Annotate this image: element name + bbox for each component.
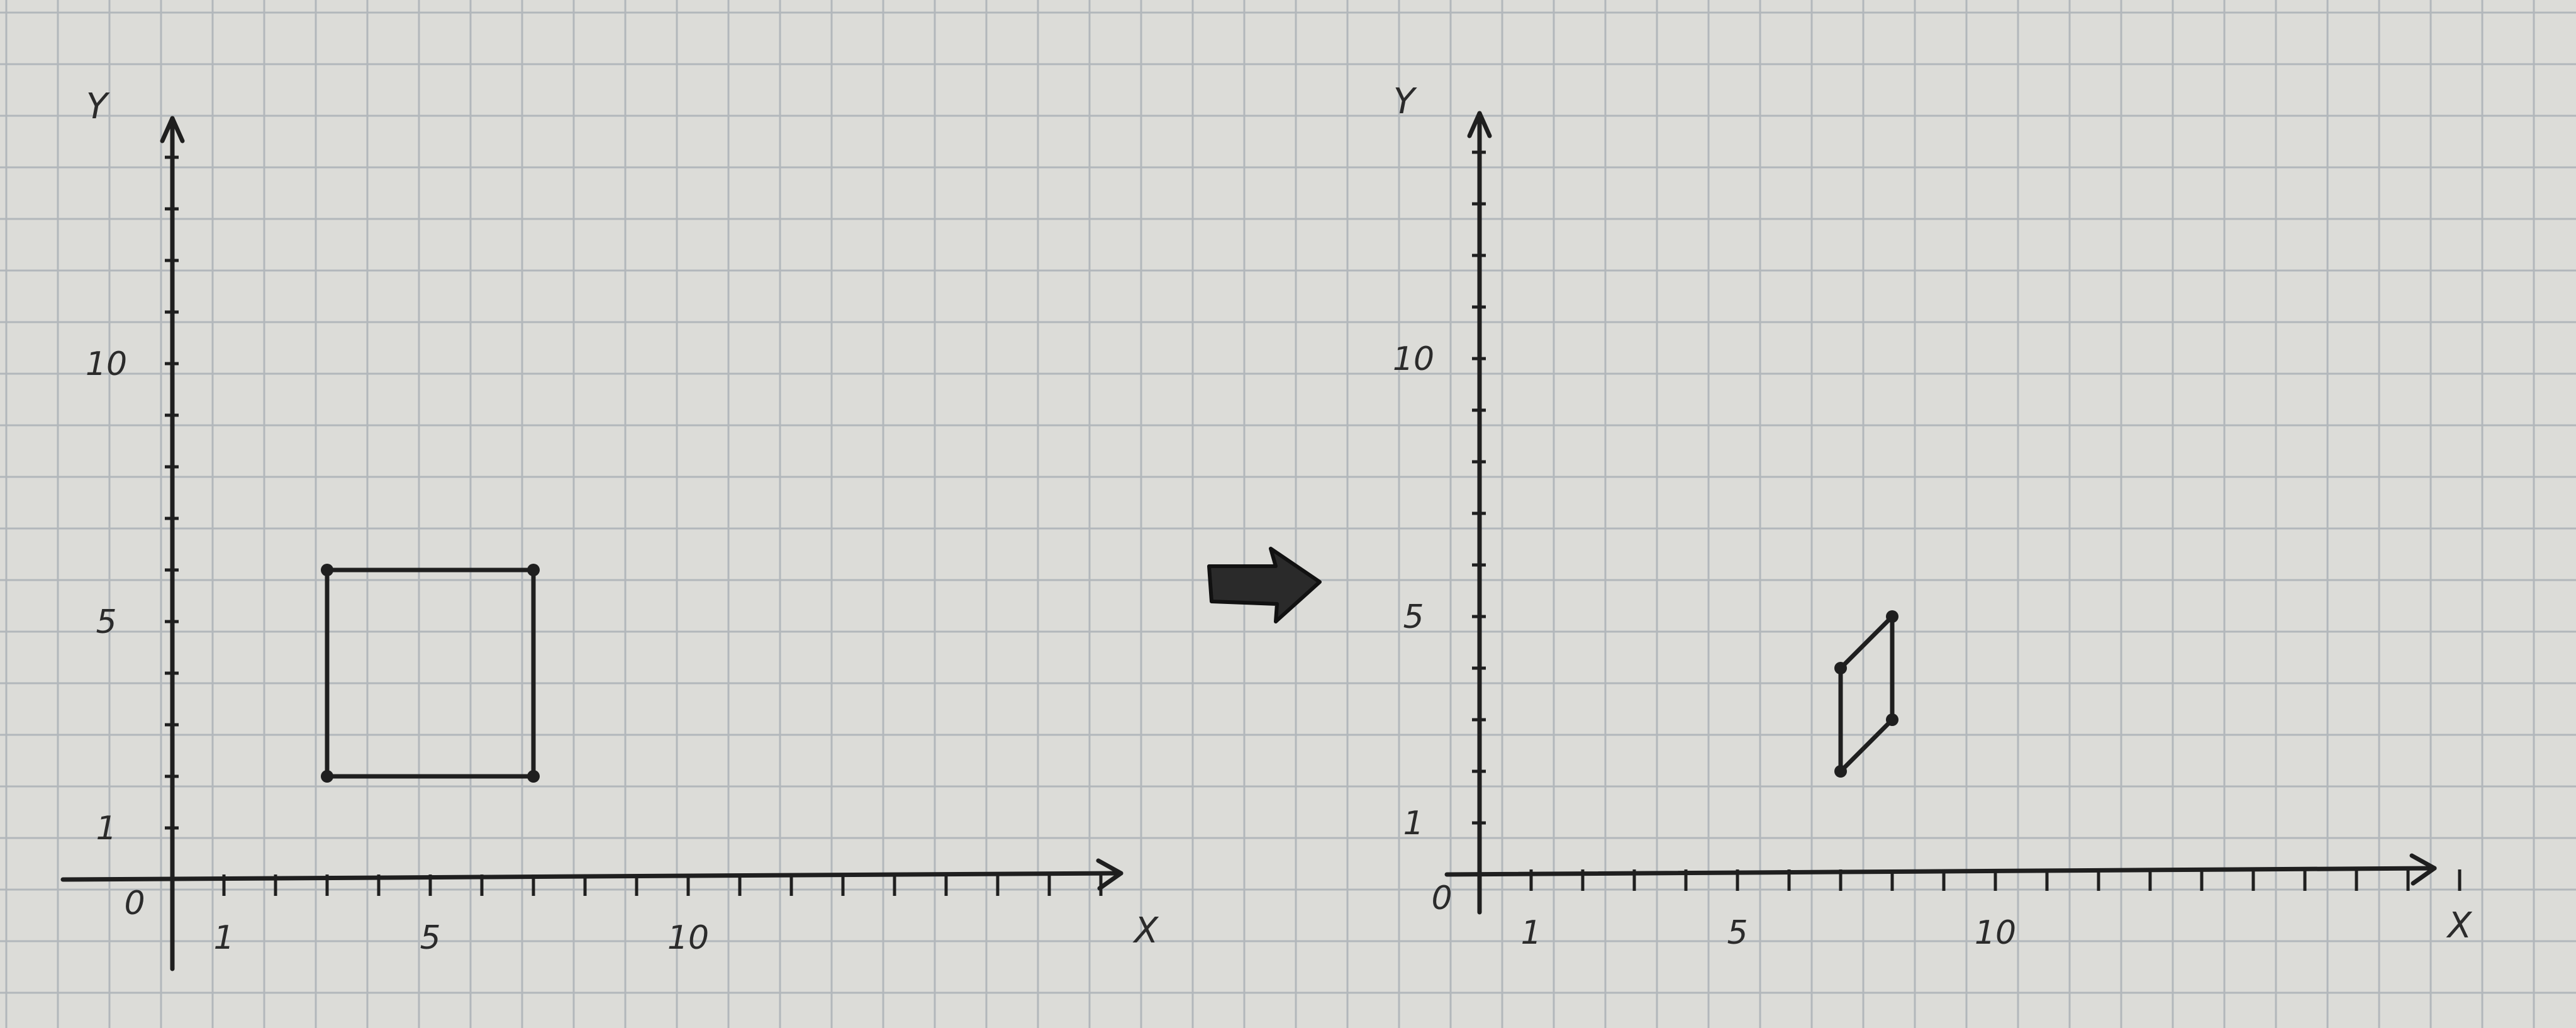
origin-label: 0 (124, 885, 145, 922)
y-tick-label: 5 (96, 603, 116, 641)
vertex-point (1886, 713, 1899, 726)
x-axis-label: X (1132, 910, 1159, 951)
x-axis-arrowhead (2409, 853, 2437, 886)
vertex-point (1834, 662, 1847, 674)
y-tick-label: 5 (1403, 598, 1424, 636)
vertex-point (1886, 610, 1899, 623)
x-tick-label: 1 (1520, 914, 1541, 952)
origin-label: 0 (1431, 880, 1452, 917)
y-tick-label: 10 (86, 345, 127, 383)
vertex-point (321, 770, 333, 783)
y-axis-arrowhead (1467, 111, 1492, 138)
x-axis-arrowhead (1096, 858, 1124, 891)
x-tick-label: 10 (667, 919, 709, 957)
y-tick-label: 1 (96, 810, 116, 847)
vertex-point (527, 770, 540, 783)
x-tick-label: 5 (420, 919, 440, 957)
y-tick-label: 10 (1393, 340, 1434, 378)
y-tick-label: 1 (1403, 805, 1424, 842)
x-axis-label: X (2446, 905, 2473, 946)
x-axis (1444, 866, 2437, 877)
vertex-point (321, 564, 333, 576)
x-tick-label: 5 (1727, 914, 1748, 952)
x-axis (60, 871, 1124, 882)
vertex-point (527, 564, 540, 576)
x-tick-label: 10 (1975, 914, 2016, 952)
right-arrow-icon (1207, 547, 1322, 623)
vertex-point (1834, 765, 1847, 778)
y-axis-label: Y (86, 86, 110, 127)
x-tick-label: 1 (213, 919, 234, 957)
y-axis-label: Y (1393, 81, 1417, 122)
y-axis-arrowhead (160, 116, 185, 143)
